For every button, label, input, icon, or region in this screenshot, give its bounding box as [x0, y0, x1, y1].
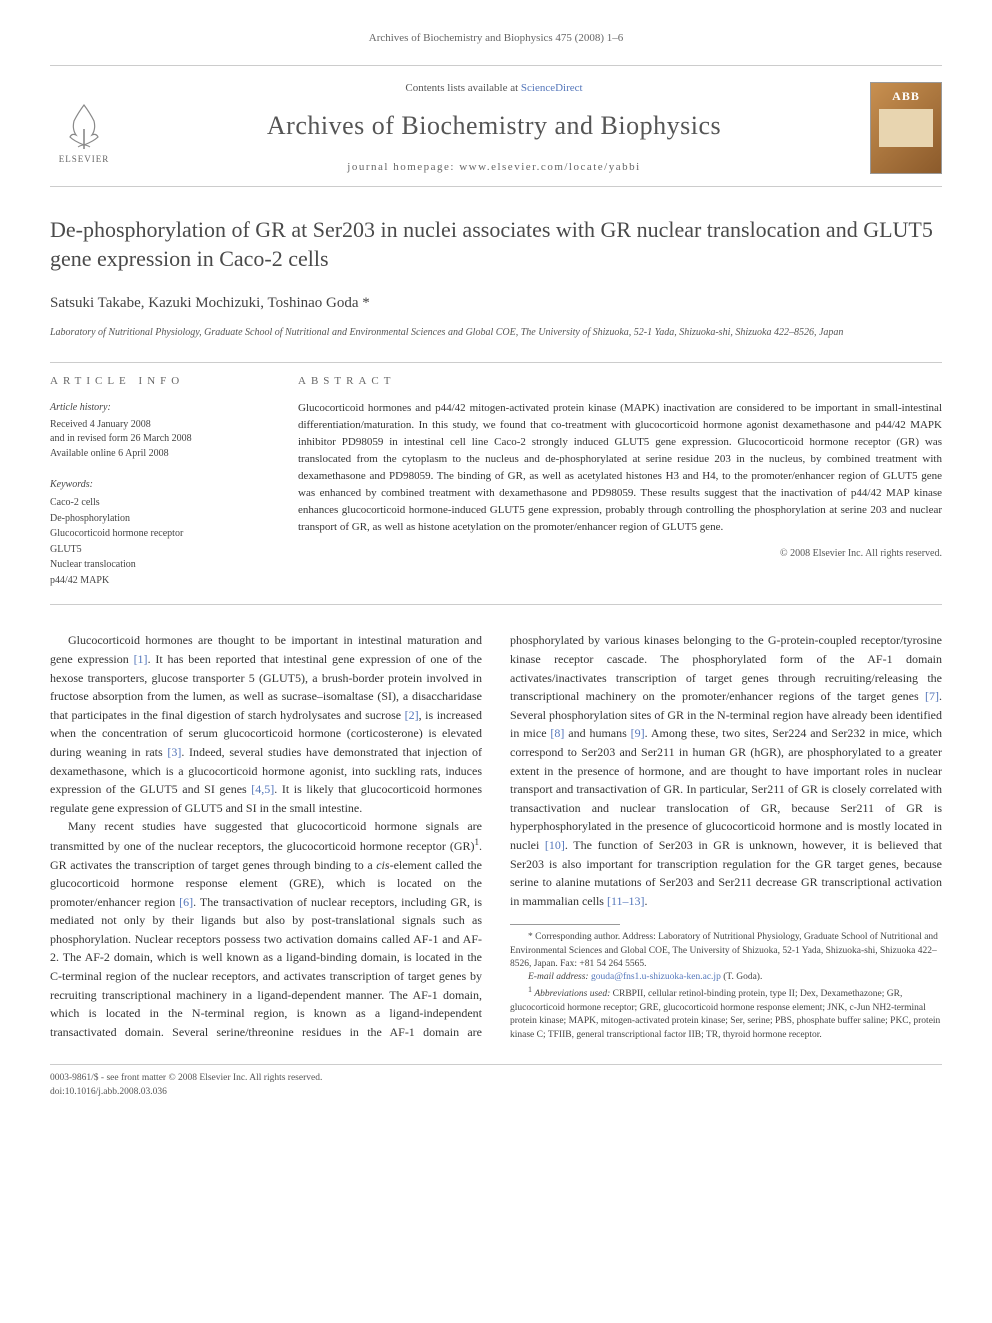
keywords-label: Keywords: — [50, 477, 264, 492]
ref-link-4-5[interactable]: [4,5] — [251, 782, 274, 796]
elsevier-label: ELSEVIER — [59, 153, 110, 167]
elsevier-logo: ELSEVIER — [50, 89, 118, 167]
homepage-prefix: journal homepage: — [347, 161, 459, 173]
sciencedirect-link[interactable]: ScienceDirect — [521, 82, 583, 94]
journal-title: Archives of Biochemistry and Biophysics — [118, 106, 870, 145]
keywords-list: Caco-2 cells De-phosphorylation Glucocor… — [50, 495, 264, 588]
journal-homepage: journal homepage: www.elsevier.com/locat… — [118, 159, 870, 176]
ref-link-1[interactable]: [1] — [134, 652, 148, 666]
ref-link-6[interactable]: [6] — [179, 895, 193, 909]
ref-link-9[interactable]: [9] — [631, 726, 645, 740]
ref-link-2[interactable]: [2] — [405, 708, 419, 722]
homepage-url: www.elsevier.com/locate/yabbi — [459, 161, 640, 173]
contents-prefix: Contents lists available at — [405, 82, 520, 94]
ref-link-8[interactable]: [8] — [550, 726, 564, 740]
elsevier-tree-icon — [60, 99, 108, 151]
bottom-bar: 0003-9861/$ - see front matter © 2008 El… — [50, 1064, 942, 1100]
abstract-text: Glucocorticoid hormones and p44/42 mitog… — [298, 400, 942, 536]
footnote-corresponding: * Corresponding author. Address: Laborat… — [510, 931, 942, 971]
journal-cover-thumb: ABB — [870, 82, 942, 174]
contents-line: Contents lists available at ScienceDirec… — [118, 80, 870, 97]
footnote-email: E-mail address: gouda@fns1.u-shizuoka-ke… — [510, 971, 942, 984]
ref-link-10[interactable]: [10] — [545, 838, 565, 852]
body-text: Glucocorticoid hormones are thought to b… — [50, 631, 942, 1041]
article-info-heading: ARTICLE INFO — [50, 373, 264, 390]
history-text: Received 4 January 2008 and in revised f… — [50, 418, 264, 462]
abstract-copyright: © 2008 Elsevier Inc. All rights reserved… — [298, 546, 942, 561]
masthead: ELSEVIER Contents lists available at Sci… — [50, 65, 942, 187]
article-title: De-phosphorylation of GR at Ser203 in nu… — [50, 215, 942, 274]
info-abstract-row: ARTICLE INFO Article history: Received 4… — [50, 362, 942, 605]
ref-link-11-13[interactable]: [11–13] — [607, 894, 645, 908]
history-label: Article history: — [50, 400, 264, 415]
body-para-1: Glucocorticoid hormones are thought to b… — [50, 631, 482, 817]
abstract-heading: ABSTRACT — [298, 373, 942, 390]
doi-line: doi:10.1016/j.abb.2008.03.036 — [50, 1085, 942, 1099]
cover-abbrev: ABB — [892, 87, 920, 105]
running-header: Archives of Biochemistry and Biophysics … — [50, 30, 942, 47]
affiliation: Laboratory of Nutritional Physiology, Gr… — [50, 326, 942, 340]
footnotes-block: * Corresponding author. Address: Laborat… — [510, 924, 942, 1042]
footnote-abbreviations: 1 Abbreviations used: CRBPII, cellular r… — [510, 984, 942, 1041]
footnote-separator — [510, 924, 620, 925]
abstract-column: ABSTRACT Glucocorticoid hormones and p44… — [280, 363, 942, 604]
email-link[interactable]: gouda@fns1.u-shizuoka-ken.ac.jp — [591, 972, 721, 982]
ref-link-7[interactable]: [7] — [925, 689, 939, 703]
cover-art-placeholder — [879, 109, 933, 147]
authors: Satsuki Takabe, Kazuki Mochizuki, Toshin… — [50, 292, 942, 315]
front-matter-line: 0003-9861/$ - see front matter © 2008 El… — [50, 1071, 942, 1085]
article-info-column: ARTICLE INFO Article history: Received 4… — [50, 363, 280, 604]
ref-link-3[interactable]: [3] — [167, 745, 181, 759]
